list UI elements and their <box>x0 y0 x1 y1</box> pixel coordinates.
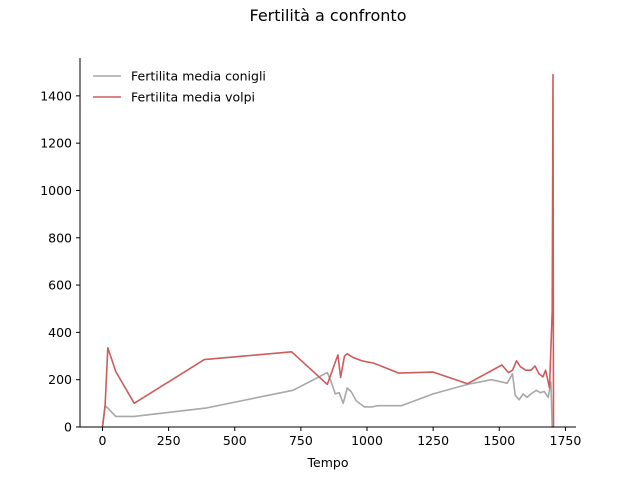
y-tick-label: 800 <box>48 230 72 245</box>
y-tick-label: 1400 <box>40 88 72 103</box>
x-tick-label: 1500 <box>483 433 515 448</box>
x-axis-label: Tempo <box>307 455 349 470</box>
series-layer <box>101 73 555 428</box>
y-tick-label: 400 <box>48 325 72 340</box>
x-tick-label: 750 <box>289 433 313 448</box>
series-line-volpi <box>101 73 555 428</box>
y-ticks: 0 200 400 600 800 1000 1200 1400 <box>40 88 80 435</box>
chart-title: Fertilità a confronto <box>250 6 407 25</box>
series-line-conigli <box>101 371 554 428</box>
y-tick-label: 200 <box>48 372 72 387</box>
legend-label: Fertilita media volpi <box>131 90 255 105</box>
x-tick-label: 1000 <box>351 433 383 448</box>
legend-label: Fertilita media conigli <box>131 69 266 84</box>
legend: Fertilita media conigli Fertilita media v… <box>93 69 266 105</box>
x-tick-label: 1250 <box>417 433 449 448</box>
y-tick-label: 0 <box>64 420 72 435</box>
x-tick-label: 0 <box>99 433 107 448</box>
x-tick-label: 500 <box>223 433 247 448</box>
x-tick-label: 1750 <box>550 433 582 448</box>
x-ticks: 0 250 500 750 1000 1250 1500 1750 <box>99 427 582 448</box>
y-tick-label: 600 <box>48 278 72 293</box>
x-tick-label: 250 <box>157 433 181 448</box>
y-tick-label: 1000 <box>40 183 72 198</box>
y-tick-label: 1200 <box>40 136 72 151</box>
